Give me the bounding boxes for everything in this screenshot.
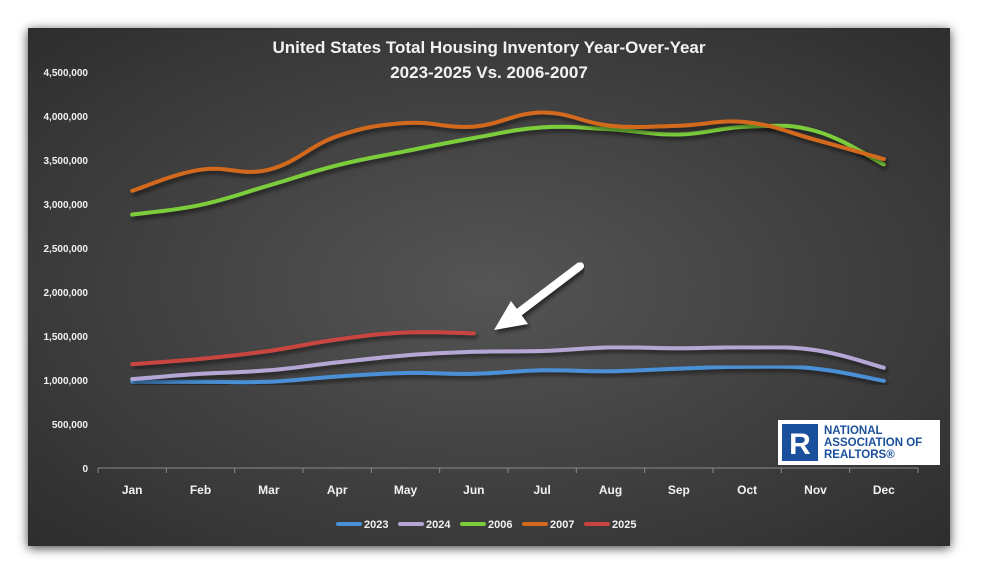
y-tick-label: 4,500,000: [44, 68, 89, 79]
logo-line1: NATIONAL: [824, 425, 883, 437]
x-tick-label: Apr: [327, 483, 348, 497]
series-line-2007: [130, 110, 886, 193]
x-tick-label: Sep: [668, 483, 690, 497]
series-group: [130, 110, 886, 385]
legend: 2023 2024 2006 2007 2025: [336, 519, 636, 531]
y-tick-label: 0: [82, 464, 88, 475]
y-tick-label: 2,000,000: [44, 288, 89, 299]
nar-logo: R NATIONAL ASSOCIATION OF REALTORS®: [778, 420, 940, 465]
chart-title: United States Total Housing Inventory Ye…: [273, 38, 706, 57]
logo-line2: ASSOCIATION OF: [824, 437, 922, 449]
chart-frame: United States Total Housing Inventory Ye…: [28, 28, 950, 546]
x-tick-label: Jul: [533, 483, 550, 497]
legend-label-2006: 2006: [488, 519, 512, 531]
line-chart: United States Total Housing Inventory Ye…: [28, 28, 950, 546]
x-tick-label: Mar: [258, 483, 280, 497]
logo-r-block: [782, 424, 818, 461]
x-tick-label: Jan: [122, 483, 143, 497]
x-tick-label: Nov: [804, 483, 827, 497]
chart-subtitle: 2023-2025 Vs. 2006-2007: [390, 63, 588, 82]
legend-label-2023: 2023: [364, 519, 388, 531]
x-tick-label: Aug: [599, 483, 622, 497]
y-tick-label: 500,000: [52, 420, 89, 431]
y-tick-label: 3,000,000: [44, 200, 89, 211]
x-tick-label: Oct: [737, 483, 757, 497]
x-tick-label: Dec: [873, 483, 895, 497]
y-tick-label: 1,000,000: [44, 376, 89, 387]
x-tick-label: Jun: [463, 483, 484, 497]
logo-r-letter: R: [789, 428, 811, 461]
series-line-2006: [130, 123, 886, 217]
y-tick-label: 2,500,000: [44, 244, 89, 255]
legend-label-2024: 2024: [426, 519, 451, 531]
series-line-2024: [130, 345, 886, 382]
x-tick-label: Feb: [190, 483, 211, 497]
series-line-2023: [130, 364, 886, 385]
arrow-annotation: [494, 262, 584, 330]
y-tick-label: 3,500,000: [44, 156, 89, 167]
series-line-2025: [130, 330, 476, 367]
legend-label-2025: 2025: [612, 519, 636, 531]
y-tick-label: 4,000,000: [44, 112, 89, 123]
y-tick-label: 1,500,000: [44, 332, 89, 343]
legend-label-2007: 2007: [550, 519, 574, 531]
arrow-head: [494, 301, 528, 330]
y-axis: 0 500,000 1,000,000 1,500,000 2,000,000 2,500…: [44, 68, 89, 475]
x-axis: Jan Feb Mar Apr May Jun Jul Aug Sep Oct Nov Dec: [97, 468, 919, 497]
logo-line3: REALTORS®: [824, 449, 895, 461]
arrow-shaft: [514, 262, 584, 317]
x-tick-label: May: [394, 483, 418, 497]
